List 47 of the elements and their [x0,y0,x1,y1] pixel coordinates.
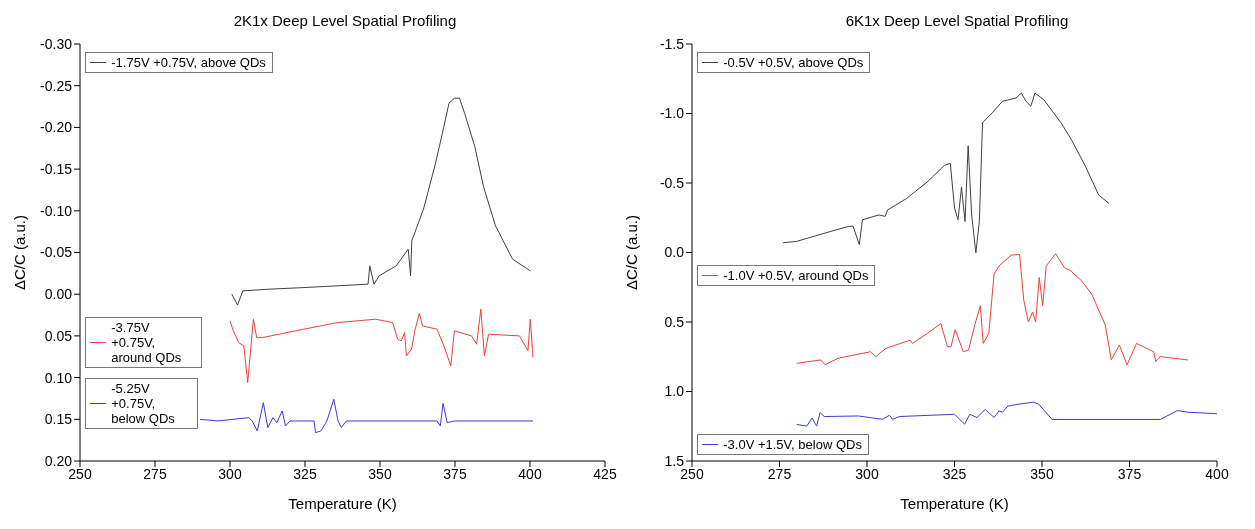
line-series [796,253,1189,366]
y-tick-label: 0.0 [664,244,685,261]
chart-title: 2K1x Deep Level Spatial Profiling [232,11,458,31]
y-tick-label: 0.10 [44,369,73,386]
x-tick-label: 350 [368,465,392,482]
x-tick-label: 375 [1117,465,1142,482]
y-tick-label: -0.15 [40,161,73,178]
x-tick-label: 350 [1030,465,1054,482]
y-axis-title: ΔC/C (a.u.) [11,214,29,291]
line-series [231,97,531,306]
x-tick-label: 400 [518,465,542,482]
y-tick-label: -0.25 [40,77,73,94]
y-tick-label: 0.00 [44,286,73,303]
line-series [796,401,1217,427]
y-axis-title: ΔC/C (a.u.) [623,214,641,291]
y-tick-label: -0.20 [40,119,73,136]
y-tick-label: -0.10 [40,202,73,219]
y-tick-label: -0.05 [40,244,73,261]
line-series [782,92,1110,254]
y-tick-label: -1.5 [659,35,685,52]
chart-title: 6K1x Deep Level Spatial Profiling [844,11,1070,31]
legend-label: -1.75V +0.75V, above QDs [111,55,266,71]
x-axis-title: Temperature (K) [288,495,397,512]
line-series [229,308,534,384]
line-series [199,398,534,434]
x-tick-label: 300 [855,465,879,482]
x-tick-label: 275 [143,465,167,482]
x-tick-label: 325 [942,465,967,482]
legend-label: -3.0V +1.5V, below QDs [723,436,862,452]
legend-label: -1.0V +0.5V, around QDs [723,268,869,283]
y-tick-label: 1.0 [664,383,685,400]
y-tick-label: -0.5 [659,174,685,191]
y-tick-label: 0.5 [664,313,685,330]
x-tick-label: 275 [767,465,792,482]
x-tick-label: 300 [218,465,242,482]
x-tick-label: 425 [593,465,617,482]
y-tick-label: -0.30 [40,35,73,52]
y-tick-label: 0.05 [44,327,73,344]
y-tick-label: 0.15 [44,411,73,428]
x-axis-title: Temperature (K) [900,495,1009,512]
x-tick-label: 375 [443,465,467,482]
legend-label: -5.25V +0.75V, below QDs [111,380,176,426]
legend-label: -3.75V +0.75V, around QDs [111,320,183,366]
legend-label: -0.5V +0.5V, above QDs [723,55,864,71]
y-tick-label: -1.0 [659,105,685,122]
x-tick-label: 325 [293,465,317,482]
x-tick-label: 400 [1205,465,1229,482]
